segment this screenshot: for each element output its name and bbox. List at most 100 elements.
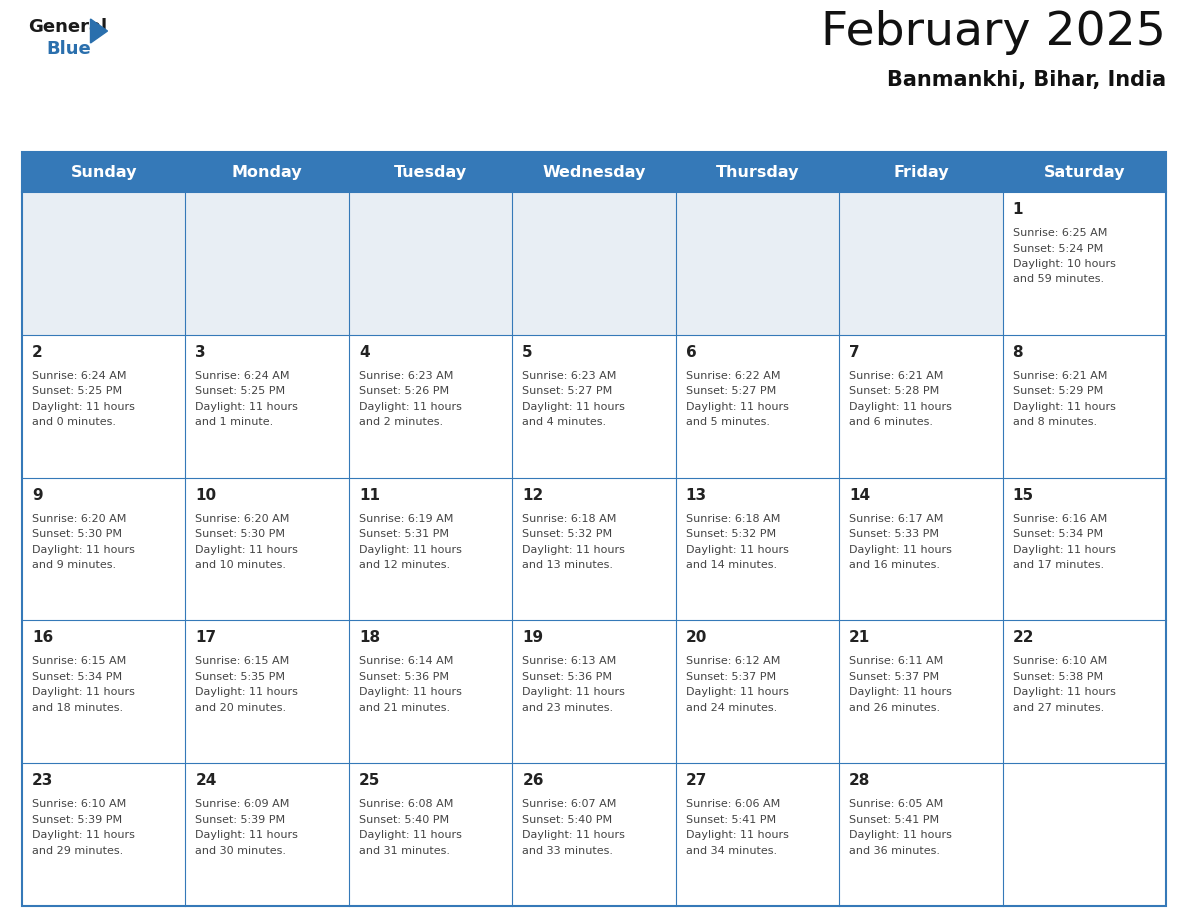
Text: Friday: Friday bbox=[893, 164, 949, 180]
Text: Sunset: 5:37 PM: Sunset: 5:37 PM bbox=[849, 672, 940, 682]
Text: and 59 minutes.: and 59 minutes. bbox=[1012, 274, 1104, 285]
Text: Sunset: 5:32 PM: Sunset: 5:32 PM bbox=[685, 529, 776, 539]
Text: and 26 minutes.: and 26 minutes. bbox=[849, 703, 940, 713]
Text: Daylight: 11 hours: Daylight: 11 hours bbox=[849, 402, 952, 412]
Text: and 14 minutes.: and 14 minutes. bbox=[685, 560, 777, 570]
Text: Daylight: 11 hours: Daylight: 11 hours bbox=[359, 402, 462, 412]
Text: Daylight: 11 hours: Daylight: 11 hours bbox=[359, 544, 462, 554]
Bar bbox=[349, 477, 512, 621]
Bar bbox=[185, 477, 349, 621]
Text: Sunset: 5:25 PM: Sunset: 5:25 PM bbox=[32, 386, 122, 397]
Text: 4: 4 bbox=[359, 345, 369, 360]
Text: Daylight: 11 hours: Daylight: 11 hours bbox=[196, 830, 298, 840]
Text: 8: 8 bbox=[1012, 345, 1023, 360]
Text: Daylight: 11 hours: Daylight: 11 hours bbox=[849, 830, 952, 840]
Text: and 8 minutes.: and 8 minutes. bbox=[1012, 418, 1097, 427]
Bar bbox=[512, 335, 676, 477]
Text: Wednesday: Wednesday bbox=[542, 164, 646, 180]
Text: Daylight: 11 hours: Daylight: 11 hours bbox=[359, 688, 462, 698]
Text: Sunset: 5:35 PM: Sunset: 5:35 PM bbox=[196, 672, 285, 682]
Text: Daylight: 11 hours: Daylight: 11 hours bbox=[685, 402, 789, 412]
Text: 13: 13 bbox=[685, 487, 707, 502]
Text: Sunset: 5:29 PM: Sunset: 5:29 PM bbox=[1012, 386, 1102, 397]
Text: Monday: Monday bbox=[232, 164, 303, 180]
Bar bbox=[839, 621, 1003, 763]
Text: and 13 minutes.: and 13 minutes. bbox=[523, 560, 613, 570]
Text: 25: 25 bbox=[359, 773, 380, 789]
Text: and 4 minutes.: and 4 minutes. bbox=[523, 418, 606, 427]
Text: and 30 minutes.: and 30 minutes. bbox=[196, 845, 286, 856]
Text: Saturday: Saturday bbox=[1043, 164, 1125, 180]
Text: Sunset: 5:37 PM: Sunset: 5:37 PM bbox=[685, 672, 776, 682]
Text: Sunrise: 6:22 AM: Sunrise: 6:22 AM bbox=[685, 371, 781, 381]
Text: Sunrise: 6:10 AM: Sunrise: 6:10 AM bbox=[1012, 656, 1107, 666]
Bar bbox=[185, 192, 349, 335]
Text: Daylight: 11 hours: Daylight: 11 hours bbox=[1012, 688, 1116, 698]
Bar bbox=[512, 621, 676, 763]
Bar bbox=[23, 335, 185, 477]
Bar bbox=[23, 152, 1165, 192]
Text: and 0 minutes.: and 0 minutes. bbox=[32, 418, 116, 427]
Text: 26: 26 bbox=[523, 773, 544, 789]
Text: Sunset: 5:24 PM: Sunset: 5:24 PM bbox=[1012, 243, 1102, 253]
Text: and 36 minutes.: and 36 minutes. bbox=[849, 845, 940, 856]
Text: Sunrise: 6:11 AM: Sunrise: 6:11 AM bbox=[849, 656, 943, 666]
Bar bbox=[185, 621, 349, 763]
Text: 19: 19 bbox=[523, 631, 543, 645]
Bar bbox=[1003, 477, 1165, 621]
Text: and 29 minutes.: and 29 minutes. bbox=[32, 845, 124, 856]
Text: and 21 minutes.: and 21 minutes. bbox=[359, 703, 450, 713]
Text: 2: 2 bbox=[32, 345, 43, 360]
Bar bbox=[1003, 763, 1165, 906]
Bar bbox=[185, 335, 349, 477]
Text: Blue: Blue bbox=[46, 40, 90, 58]
Text: Sunrise: 6:14 AM: Sunrise: 6:14 AM bbox=[359, 656, 454, 666]
Text: Tuesday: Tuesday bbox=[394, 164, 467, 180]
Text: Sunset: 5:27 PM: Sunset: 5:27 PM bbox=[685, 386, 776, 397]
Text: Sunset: 5:30 PM: Sunset: 5:30 PM bbox=[32, 529, 122, 539]
Text: Daylight: 11 hours: Daylight: 11 hours bbox=[196, 688, 298, 698]
Text: Sunset: 5:39 PM: Sunset: 5:39 PM bbox=[196, 814, 285, 824]
Text: Sunrise: 6:12 AM: Sunrise: 6:12 AM bbox=[685, 656, 781, 666]
Text: and 16 minutes.: and 16 minutes. bbox=[849, 560, 940, 570]
Text: Sunrise: 6:23 AM: Sunrise: 6:23 AM bbox=[523, 371, 617, 381]
Text: Sunrise: 6:06 AM: Sunrise: 6:06 AM bbox=[685, 800, 781, 809]
Text: Daylight: 11 hours: Daylight: 11 hours bbox=[523, 688, 625, 698]
Text: and 12 minutes.: and 12 minutes. bbox=[359, 560, 450, 570]
Text: and 24 minutes.: and 24 minutes. bbox=[685, 703, 777, 713]
Text: Daylight: 11 hours: Daylight: 11 hours bbox=[523, 830, 625, 840]
Bar bbox=[349, 335, 512, 477]
Text: and 6 minutes.: and 6 minutes. bbox=[849, 418, 933, 427]
Bar bbox=[349, 763, 512, 906]
Text: Sunrise: 6:23 AM: Sunrise: 6:23 AM bbox=[359, 371, 454, 381]
Bar bbox=[349, 621, 512, 763]
Text: Daylight: 11 hours: Daylight: 11 hours bbox=[849, 544, 952, 554]
Text: and 17 minutes.: and 17 minutes. bbox=[1012, 560, 1104, 570]
Bar bbox=[839, 477, 1003, 621]
Text: 5: 5 bbox=[523, 345, 533, 360]
Text: Sunrise: 6:20 AM: Sunrise: 6:20 AM bbox=[196, 513, 290, 523]
Text: and 9 minutes.: and 9 minutes. bbox=[32, 560, 116, 570]
Bar bbox=[349, 192, 512, 335]
Text: Daylight: 11 hours: Daylight: 11 hours bbox=[849, 688, 952, 698]
Text: Sunset: 5:41 PM: Sunset: 5:41 PM bbox=[849, 814, 940, 824]
Text: Sunset: 5:26 PM: Sunset: 5:26 PM bbox=[359, 386, 449, 397]
Text: 22: 22 bbox=[1012, 631, 1034, 645]
Text: 7: 7 bbox=[849, 345, 860, 360]
Text: Sunrise: 6:18 AM: Sunrise: 6:18 AM bbox=[685, 513, 781, 523]
Text: Sunrise: 6:21 AM: Sunrise: 6:21 AM bbox=[849, 371, 943, 381]
Text: Daylight: 11 hours: Daylight: 11 hours bbox=[685, 544, 789, 554]
Text: Daylight: 11 hours: Daylight: 11 hours bbox=[685, 830, 789, 840]
Text: 20: 20 bbox=[685, 631, 707, 645]
Text: Daylight: 11 hours: Daylight: 11 hours bbox=[523, 402, 625, 412]
Text: Sunset: 5:40 PM: Sunset: 5:40 PM bbox=[359, 814, 449, 824]
Text: 9: 9 bbox=[32, 487, 43, 502]
Text: Sunrise: 6:15 AM: Sunrise: 6:15 AM bbox=[32, 656, 126, 666]
Text: 21: 21 bbox=[849, 631, 871, 645]
Text: Daylight: 11 hours: Daylight: 11 hours bbox=[32, 830, 135, 840]
Text: Sunrise: 6:24 AM: Sunrise: 6:24 AM bbox=[32, 371, 126, 381]
Text: and 33 minutes.: and 33 minutes. bbox=[523, 845, 613, 856]
Text: Sunrise: 6:20 AM: Sunrise: 6:20 AM bbox=[32, 513, 126, 523]
Text: Sunset: 5:32 PM: Sunset: 5:32 PM bbox=[523, 529, 612, 539]
Text: Daylight: 10 hours: Daylight: 10 hours bbox=[1012, 259, 1116, 269]
